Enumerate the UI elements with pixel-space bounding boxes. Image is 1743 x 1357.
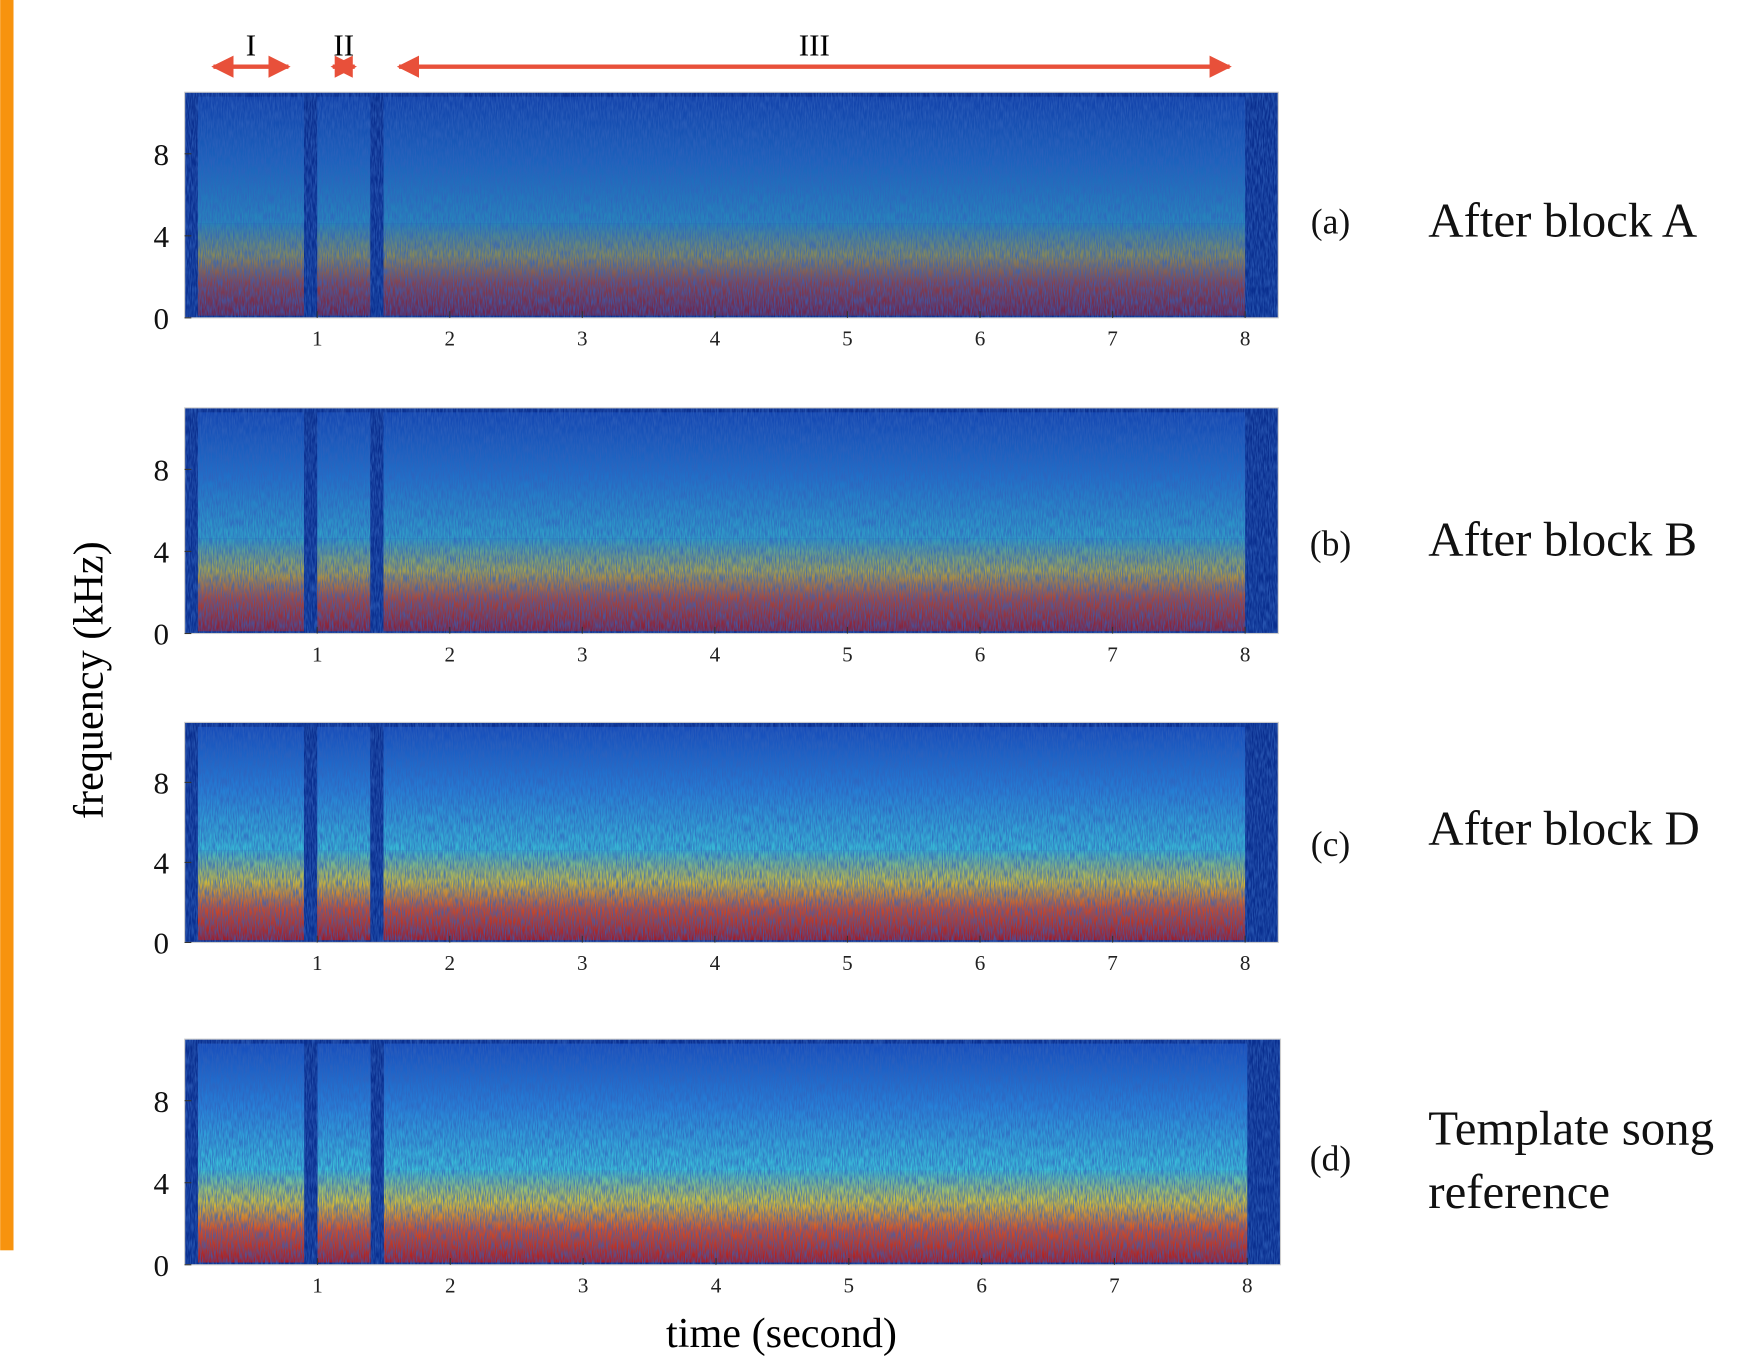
panel-description: After block A bbox=[1428, 193, 1697, 248]
y-tick-label: 8 bbox=[154, 766, 170, 801]
x-tick-label: 2 bbox=[444, 951, 455, 975]
x-tick-label: 8 bbox=[1240, 327, 1251, 351]
y-tick-label: 4 bbox=[154, 535, 170, 570]
x-tick-label: 1 bbox=[312, 1274, 323, 1298]
side-bar bbox=[0, 0, 14, 1251]
x-tick-label: 5 bbox=[842, 642, 853, 666]
spectrogram-texture bbox=[184, 407, 1279, 634]
x-tick-label: 3 bbox=[578, 1274, 589, 1298]
x-tick-label: 1 bbox=[312, 951, 323, 975]
y-tick-label: 8 bbox=[154, 453, 170, 488]
x-tick-label: 8 bbox=[1242, 1274, 1253, 1298]
x-tick-label: 6 bbox=[976, 1274, 987, 1298]
y-tick-label: 4 bbox=[154, 219, 170, 254]
y-tick-label: 0 bbox=[154, 926, 170, 961]
x-tick-label: 3 bbox=[577, 951, 588, 975]
y-tick-label: 4 bbox=[154, 846, 170, 881]
x-tick-label: 5 bbox=[842, 951, 853, 975]
y-axis-label: frequency (kHz) bbox=[65, 541, 112, 819]
y-tick-label: 0 bbox=[154, 301, 170, 336]
panel-label: (a) bbox=[1311, 201, 1350, 241]
x-tick-label: 2 bbox=[444, 642, 455, 666]
panel-label: (b) bbox=[1310, 524, 1351, 564]
x-tick-label: 6 bbox=[975, 642, 986, 666]
x-tick-label: 7 bbox=[1109, 1274, 1120, 1298]
y-tick-label: 0 bbox=[154, 1248, 170, 1283]
x-tick-label: 3 bbox=[577, 327, 588, 351]
spectrogram-texture bbox=[184, 722, 1279, 943]
panel-description: reference bbox=[1428, 1164, 1610, 1219]
x-tick-label: 6 bbox=[975, 951, 986, 975]
panel-description: After block B bbox=[1428, 512, 1697, 567]
y-tick-label: 4 bbox=[154, 1166, 170, 1201]
x-tick-label: 8 bbox=[1240, 951, 1251, 975]
y-tick-label: 8 bbox=[154, 137, 170, 172]
x-tick-label: 8 bbox=[1240, 642, 1251, 666]
x-tick-label: 3 bbox=[577, 642, 588, 666]
y-tick-label: 8 bbox=[154, 1084, 170, 1119]
x-tick-label: 5 bbox=[842, 327, 853, 351]
x-tick-label: 4 bbox=[710, 951, 721, 975]
spectrogram-texture bbox=[184, 1039, 1281, 1265]
x-tick-label: 6 bbox=[975, 327, 986, 351]
y-tick-label: 0 bbox=[154, 617, 170, 652]
x-tick-label: 4 bbox=[711, 1274, 722, 1298]
panel-description: After block D bbox=[1428, 801, 1700, 856]
x-tick-label: 5 bbox=[844, 1274, 855, 1298]
panel-description: Template song bbox=[1428, 1101, 1714, 1156]
panel-label: (c) bbox=[1311, 824, 1350, 864]
plot-frame bbox=[184, 721, 1279, 944]
x-tick-label: 1 bbox=[312, 327, 323, 351]
x-tick-label: 1 bbox=[312, 642, 323, 666]
segment-label: II bbox=[333, 28, 354, 63]
segment-label: I bbox=[246, 28, 256, 63]
x-tick-label: 2 bbox=[445, 1274, 456, 1298]
spectrogram-texture bbox=[184, 92, 1279, 318]
x-tick-label: 7 bbox=[1107, 327, 1118, 351]
segment-label: III bbox=[799, 28, 830, 63]
plot-frame bbox=[184, 91, 1279, 319]
plot-frame bbox=[184, 407, 1279, 635]
x-tick-label: 7 bbox=[1107, 642, 1118, 666]
x-tick-label: 2 bbox=[444, 327, 455, 351]
plot-frame bbox=[184, 1038, 1282, 1266]
x-axis-label: time (second) bbox=[666, 1310, 897, 1357]
x-tick-label: 4 bbox=[710, 642, 721, 666]
x-tick-label: 7 bbox=[1107, 951, 1118, 975]
panel-label: (d) bbox=[1310, 1138, 1351, 1178]
x-tick-label: 4 bbox=[710, 327, 721, 351]
